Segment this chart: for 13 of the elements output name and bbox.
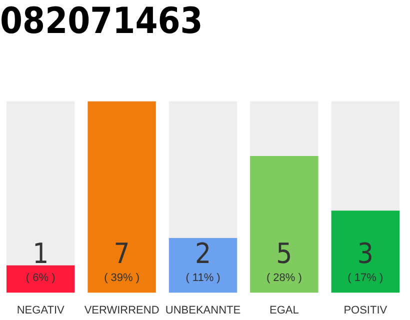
x-tick-label: VERWIRREND [84,304,160,316]
chart-title: 082071463 [0,0,203,42]
bar [6,265,75,293]
data-label: 5 ( 28% ) [266,236,302,284]
x-tick-label: NEGATIV [16,304,65,316]
x-tick-label: UNBEKANNTE [165,304,241,316]
data-label: 3 ( 17% ) [348,236,384,284]
data-label: 1 ( 6% ) [26,236,56,284]
bar [168,238,238,293]
data-label: 2 ( 11% ) [186,236,220,284]
x-tick-label: POSITIV [344,304,388,316]
x-tick-label: EGAL [270,304,299,316]
data-label: 7 ( 39% ) [104,236,140,284]
